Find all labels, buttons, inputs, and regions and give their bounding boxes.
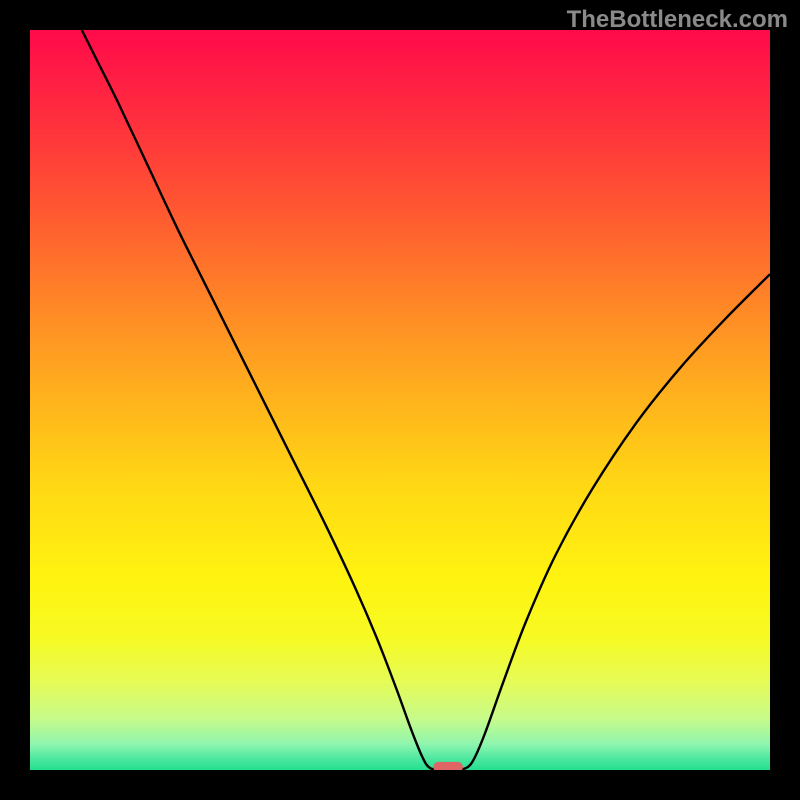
plot-background: [30, 30, 770, 770]
plot-svg: [30, 30, 770, 770]
watermark-text: TheBottleneck.com: [567, 6, 788, 34]
plot-area: [30, 30, 770, 770]
optimum-marker: [433, 762, 463, 770]
chart-frame: TheBottleneck.com: [0, 0, 800, 800]
